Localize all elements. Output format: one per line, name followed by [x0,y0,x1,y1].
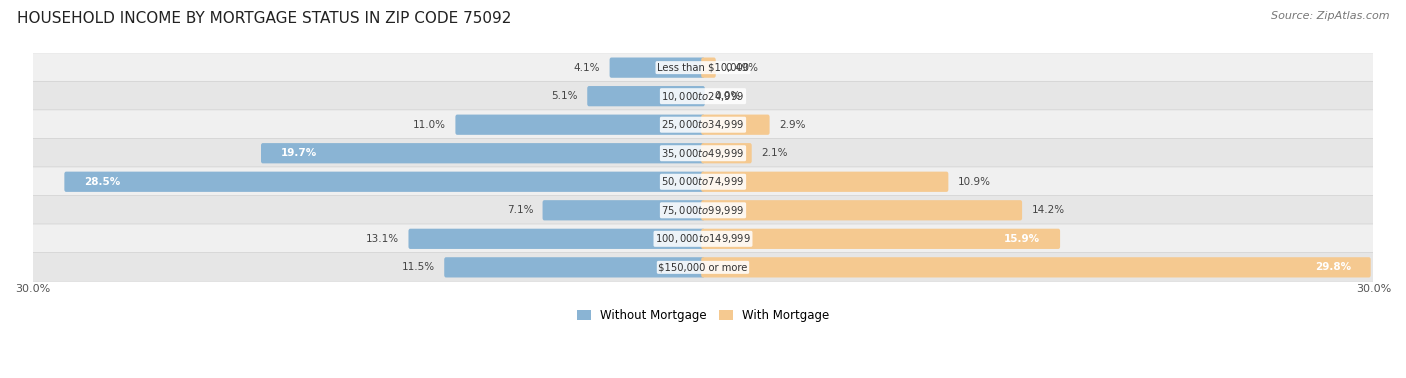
FancyBboxPatch shape [702,229,1060,249]
Text: $25,000 to $34,999: $25,000 to $34,999 [661,118,745,131]
FancyBboxPatch shape [32,195,1374,225]
Text: $150,000 or more: $150,000 or more [658,262,748,273]
FancyBboxPatch shape [262,143,704,163]
Text: 15.9%: 15.9% [1004,234,1040,244]
Text: 7.1%: 7.1% [506,205,533,215]
Text: $75,000 to $99,999: $75,000 to $99,999 [661,204,745,217]
FancyBboxPatch shape [444,257,704,277]
FancyBboxPatch shape [32,53,1374,82]
FancyBboxPatch shape [702,200,1022,220]
Text: HOUSEHOLD INCOME BY MORTGAGE STATUS IN ZIP CODE 75092: HOUSEHOLD INCOME BY MORTGAGE STATUS IN Z… [17,11,512,26]
FancyBboxPatch shape [588,86,704,106]
FancyBboxPatch shape [32,138,1374,168]
FancyBboxPatch shape [32,167,1374,197]
Text: Source: ZipAtlas.com: Source: ZipAtlas.com [1271,11,1389,21]
Text: 30.0%: 30.0% [15,284,51,294]
Text: 14.2%: 14.2% [1032,205,1064,215]
FancyBboxPatch shape [456,115,704,135]
Text: $100,000 to $149,999: $100,000 to $149,999 [655,232,751,245]
Text: 19.7%: 19.7% [281,148,316,158]
FancyBboxPatch shape [32,224,1374,254]
FancyBboxPatch shape [702,115,769,135]
FancyBboxPatch shape [32,110,1374,139]
FancyBboxPatch shape [543,200,704,220]
FancyBboxPatch shape [702,172,949,192]
Text: 30.0%: 30.0% [1355,284,1391,294]
Text: 0.0%: 0.0% [714,91,741,101]
FancyBboxPatch shape [702,257,1371,277]
FancyBboxPatch shape [702,57,716,78]
Text: 28.5%: 28.5% [84,177,121,187]
FancyBboxPatch shape [32,253,1374,282]
Text: 2.1%: 2.1% [761,148,787,158]
Text: 11.5%: 11.5% [402,262,434,273]
FancyBboxPatch shape [32,81,1374,111]
Text: $10,000 to $24,999: $10,000 to $24,999 [661,90,745,103]
Text: 2.9%: 2.9% [779,120,806,130]
Text: 13.1%: 13.1% [366,234,399,244]
Text: 4.1%: 4.1% [574,63,600,73]
FancyBboxPatch shape [65,172,704,192]
Text: 0.49%: 0.49% [725,63,758,73]
FancyBboxPatch shape [409,229,704,249]
Text: $50,000 to $74,999: $50,000 to $74,999 [661,175,745,188]
FancyBboxPatch shape [702,143,752,163]
Text: Less than $10,000: Less than $10,000 [657,63,749,73]
Text: 29.8%: 29.8% [1315,262,1351,273]
Text: $35,000 to $49,999: $35,000 to $49,999 [661,147,745,160]
FancyBboxPatch shape [610,57,704,78]
Text: 10.9%: 10.9% [957,177,991,187]
Text: 5.1%: 5.1% [551,91,578,101]
Legend: Without Mortgage, With Mortgage: Without Mortgage, With Mortgage [572,304,834,327]
Text: 11.0%: 11.0% [413,120,446,130]
